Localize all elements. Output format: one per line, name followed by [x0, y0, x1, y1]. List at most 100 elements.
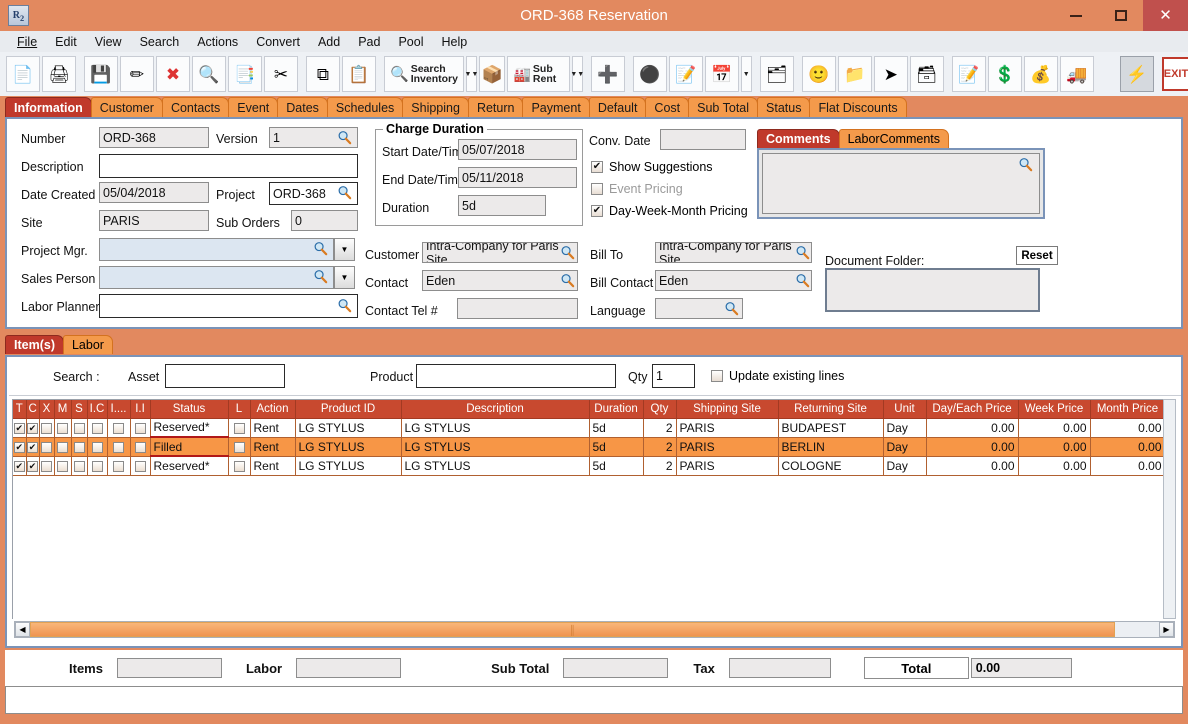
day-week-month-pricing-checkbox[interactable]: ✔ Day-Week-Month Pricing: [591, 204, 748, 218]
row-checkbox-i[interactable]: [113, 460, 124, 472]
cell-product-id[interactable]: LG STYLUS: [295, 437, 402, 457]
row-checkbox-s[interactable]: [73, 422, 85, 434]
cell-unit[interactable]: Day: [883, 418, 927, 438]
sub-rent-dropdown[interactable]: ▼▼: [570, 56, 584, 92]
smiley-icon[interactable]: 🙂: [801, 56, 836, 92]
row-checkbox-t[interactable]: ✔: [13, 441, 25, 453]
paste-icon[interactable]: 📋: [342, 56, 376, 92]
sub-hire-icon[interactable]: 📦: [478, 56, 506, 92]
cell-day-price[interactable]: 0.00: [926, 437, 1019, 457]
cell-qty[interactable]: 2: [643, 437, 677, 457]
add-plus-icon[interactable]: ➕: [590, 56, 625, 92]
cell-action[interactable]: Rent: [250, 437, 296, 457]
site-field[interactable]: PARIS: [99, 210, 209, 231]
row-checkbox-l[interactable]: [233, 441, 245, 453]
column-header-l[interactable]: L: [228, 400, 251, 419]
customer-field[interactable]: Intra-Company for Paris Site: [422, 242, 578, 263]
update-existing-lines-checkbox[interactable]: Update existing lines: [711, 369, 844, 383]
cell-description[interactable]: LG STYLUS: [401, 456, 590, 476]
menu-convert[interactable]: Convert: [256, 34, 300, 49]
project-mgr-dropdown[interactable]: ▼: [334, 238, 355, 261]
tab-dates[interactable]: Dates: [277, 97, 328, 118]
invoice-money-icon[interactable]: 💰: [1023, 56, 1058, 92]
sub-orders-field[interactable]: 0: [291, 210, 358, 231]
row-checkbox-l[interactable]: [233, 460, 245, 472]
tab-contacts[interactable]: Contacts: [161, 97, 230, 118]
contact-tel-field[interactable]: [457, 298, 578, 319]
column-header-i[interactable]: I....: [107, 400, 131, 419]
row-checkbox-x[interactable]: [41, 422, 52, 434]
cell-returning-site[interactable]: BERLIN: [778, 437, 884, 457]
column-header-week-price[interactable]: Week Price: [1018, 400, 1091, 419]
cell-month-price[interactable]: 0.00: [1090, 437, 1166, 457]
cell-month-price[interactable]: 0.00: [1090, 456, 1166, 476]
cut-scissors-icon[interactable]: ✂: [264, 56, 298, 92]
column-header-x[interactable]: X: [39, 400, 55, 419]
scroll-right-icon[interactable]: ▶: [1159, 622, 1174, 637]
truck-delivery-icon[interactable]: 🚚: [1059, 56, 1094, 92]
cell-unit[interactable]: Day: [883, 437, 927, 457]
sales-person-dropdown[interactable]: ▼: [334, 266, 355, 289]
sub-rent-button[interactable]: 🏭 Sub Rent: [507, 56, 570, 92]
menu-file[interactable]: File: [17, 34, 38, 49]
row-checkbox-ii[interactable]: [134, 441, 146, 453]
row-checkbox-m[interactable]: [57, 422, 68, 434]
number-field[interactable]: ORD-368: [99, 127, 209, 148]
calendar-icon[interactable]: 📅: [704, 56, 739, 92]
row-checkbox-ic[interactable]: [91, 422, 103, 434]
column-header-c[interactable]: C: [26, 400, 40, 419]
cell-qty[interactable]: 2: [643, 418, 677, 438]
menu-add[interactable]: Add: [317, 34, 341, 49]
cell-day-price[interactable]: 0.00: [926, 456, 1019, 476]
table-row[interactable]: ✔ ✔ Reserved* Rent LG STYLUS LG STYLUS 5d 2 PARI…: [13, 418, 1175, 438]
search-inventory-dropdown[interactable]: ▼▼: [465, 56, 478, 92]
edit-form-icon[interactable]: 📝: [951, 56, 986, 92]
product-input[interactable]: [416, 364, 616, 388]
column-header-month-price[interactable]: Month Price: [1090, 400, 1166, 419]
tab-sub-total[interactable]: Sub Total: [688, 97, 759, 118]
qty-input[interactable]: 1: [652, 364, 695, 388]
items-grid[interactable]: T C X M S I.C I.... I.I Status L Action Product ID D…: [12, 399, 1175, 619]
tab-shipping[interactable]: Shipping: [402, 97, 469, 118]
row-checkbox-s[interactable]: [73, 441, 85, 453]
notes-edit-icon[interactable]: 📝: [668, 56, 703, 92]
cell-status[interactable]: Filled: [150, 436, 229, 457]
row-checkbox-ic[interactable]: [91, 460, 103, 472]
sales-person-search-icon[interactable]: [313, 269, 328, 284]
column-header-i-i[interactable]: I.I: [130, 400, 151, 419]
menu-pool[interactable]: Pool: [398, 34, 424, 49]
column-header-product-id[interactable]: Product ID: [295, 400, 402, 419]
row-checkbox-c[interactable]: ✔: [27, 422, 38, 434]
end-date-field[interactable]: 05/11/2018: [458, 167, 577, 188]
cell-returning-site[interactable]: BUDAPEST: [778, 418, 884, 438]
menu-pad[interactable]: Pad: [358, 34, 381, 49]
customer-search-icon[interactable]: [560, 245, 575, 260]
date-created-field[interactable]: 05/04/2018: [99, 182, 209, 203]
mouse-pointer-icon[interactable]: ➤: [873, 56, 908, 92]
tab-comments[interactable]: Comments: [757, 129, 840, 148]
cell-shipping-site[interactable]: PARIS: [676, 456, 779, 476]
menu-help[interactable]: Help: [441, 34, 468, 49]
cell-week-price[interactable]: 0.00: [1018, 418, 1091, 438]
find-binoculars-icon[interactable]: 🔍: [192, 56, 226, 92]
project-search-icon[interactable]: [337, 185, 352, 200]
close-button[interactable]: ✕: [1143, 0, 1188, 31]
document-folder-field[interactable]: [825, 268, 1040, 312]
cell-day-price[interactable]: 0.00: [926, 418, 1019, 438]
tab-labor-comments[interactable]: LaborComments: [838, 129, 949, 148]
lightning-icon[interactable]: ⚡: [1119, 56, 1154, 92]
comments-search-icon[interactable]: [1018, 157, 1033, 172]
copy-icon[interactable]: ⧉: [306, 56, 340, 92]
maximize-button[interactable]: [1098, 0, 1143, 31]
calendar-dropdown[interactable]: ▼: [740, 56, 752, 92]
tab-cost[interactable]: Cost: [645, 97, 690, 118]
print-icon[interactable]: 🖨: [42, 56, 76, 92]
language-search-icon[interactable]: [724, 301, 739, 316]
labor-planner-field[interactable]: [99, 294, 358, 318]
copy-document-icon[interactable]: 📑: [228, 56, 262, 92]
duration-field[interactable]: 5d: [458, 195, 546, 216]
cell-action[interactable]: Rent: [250, 456, 296, 476]
labor-planner-search-icon[interactable]: [337, 298, 352, 313]
language-field[interactable]: [655, 298, 743, 319]
version-search-icon[interactable]: [337, 130, 352, 145]
